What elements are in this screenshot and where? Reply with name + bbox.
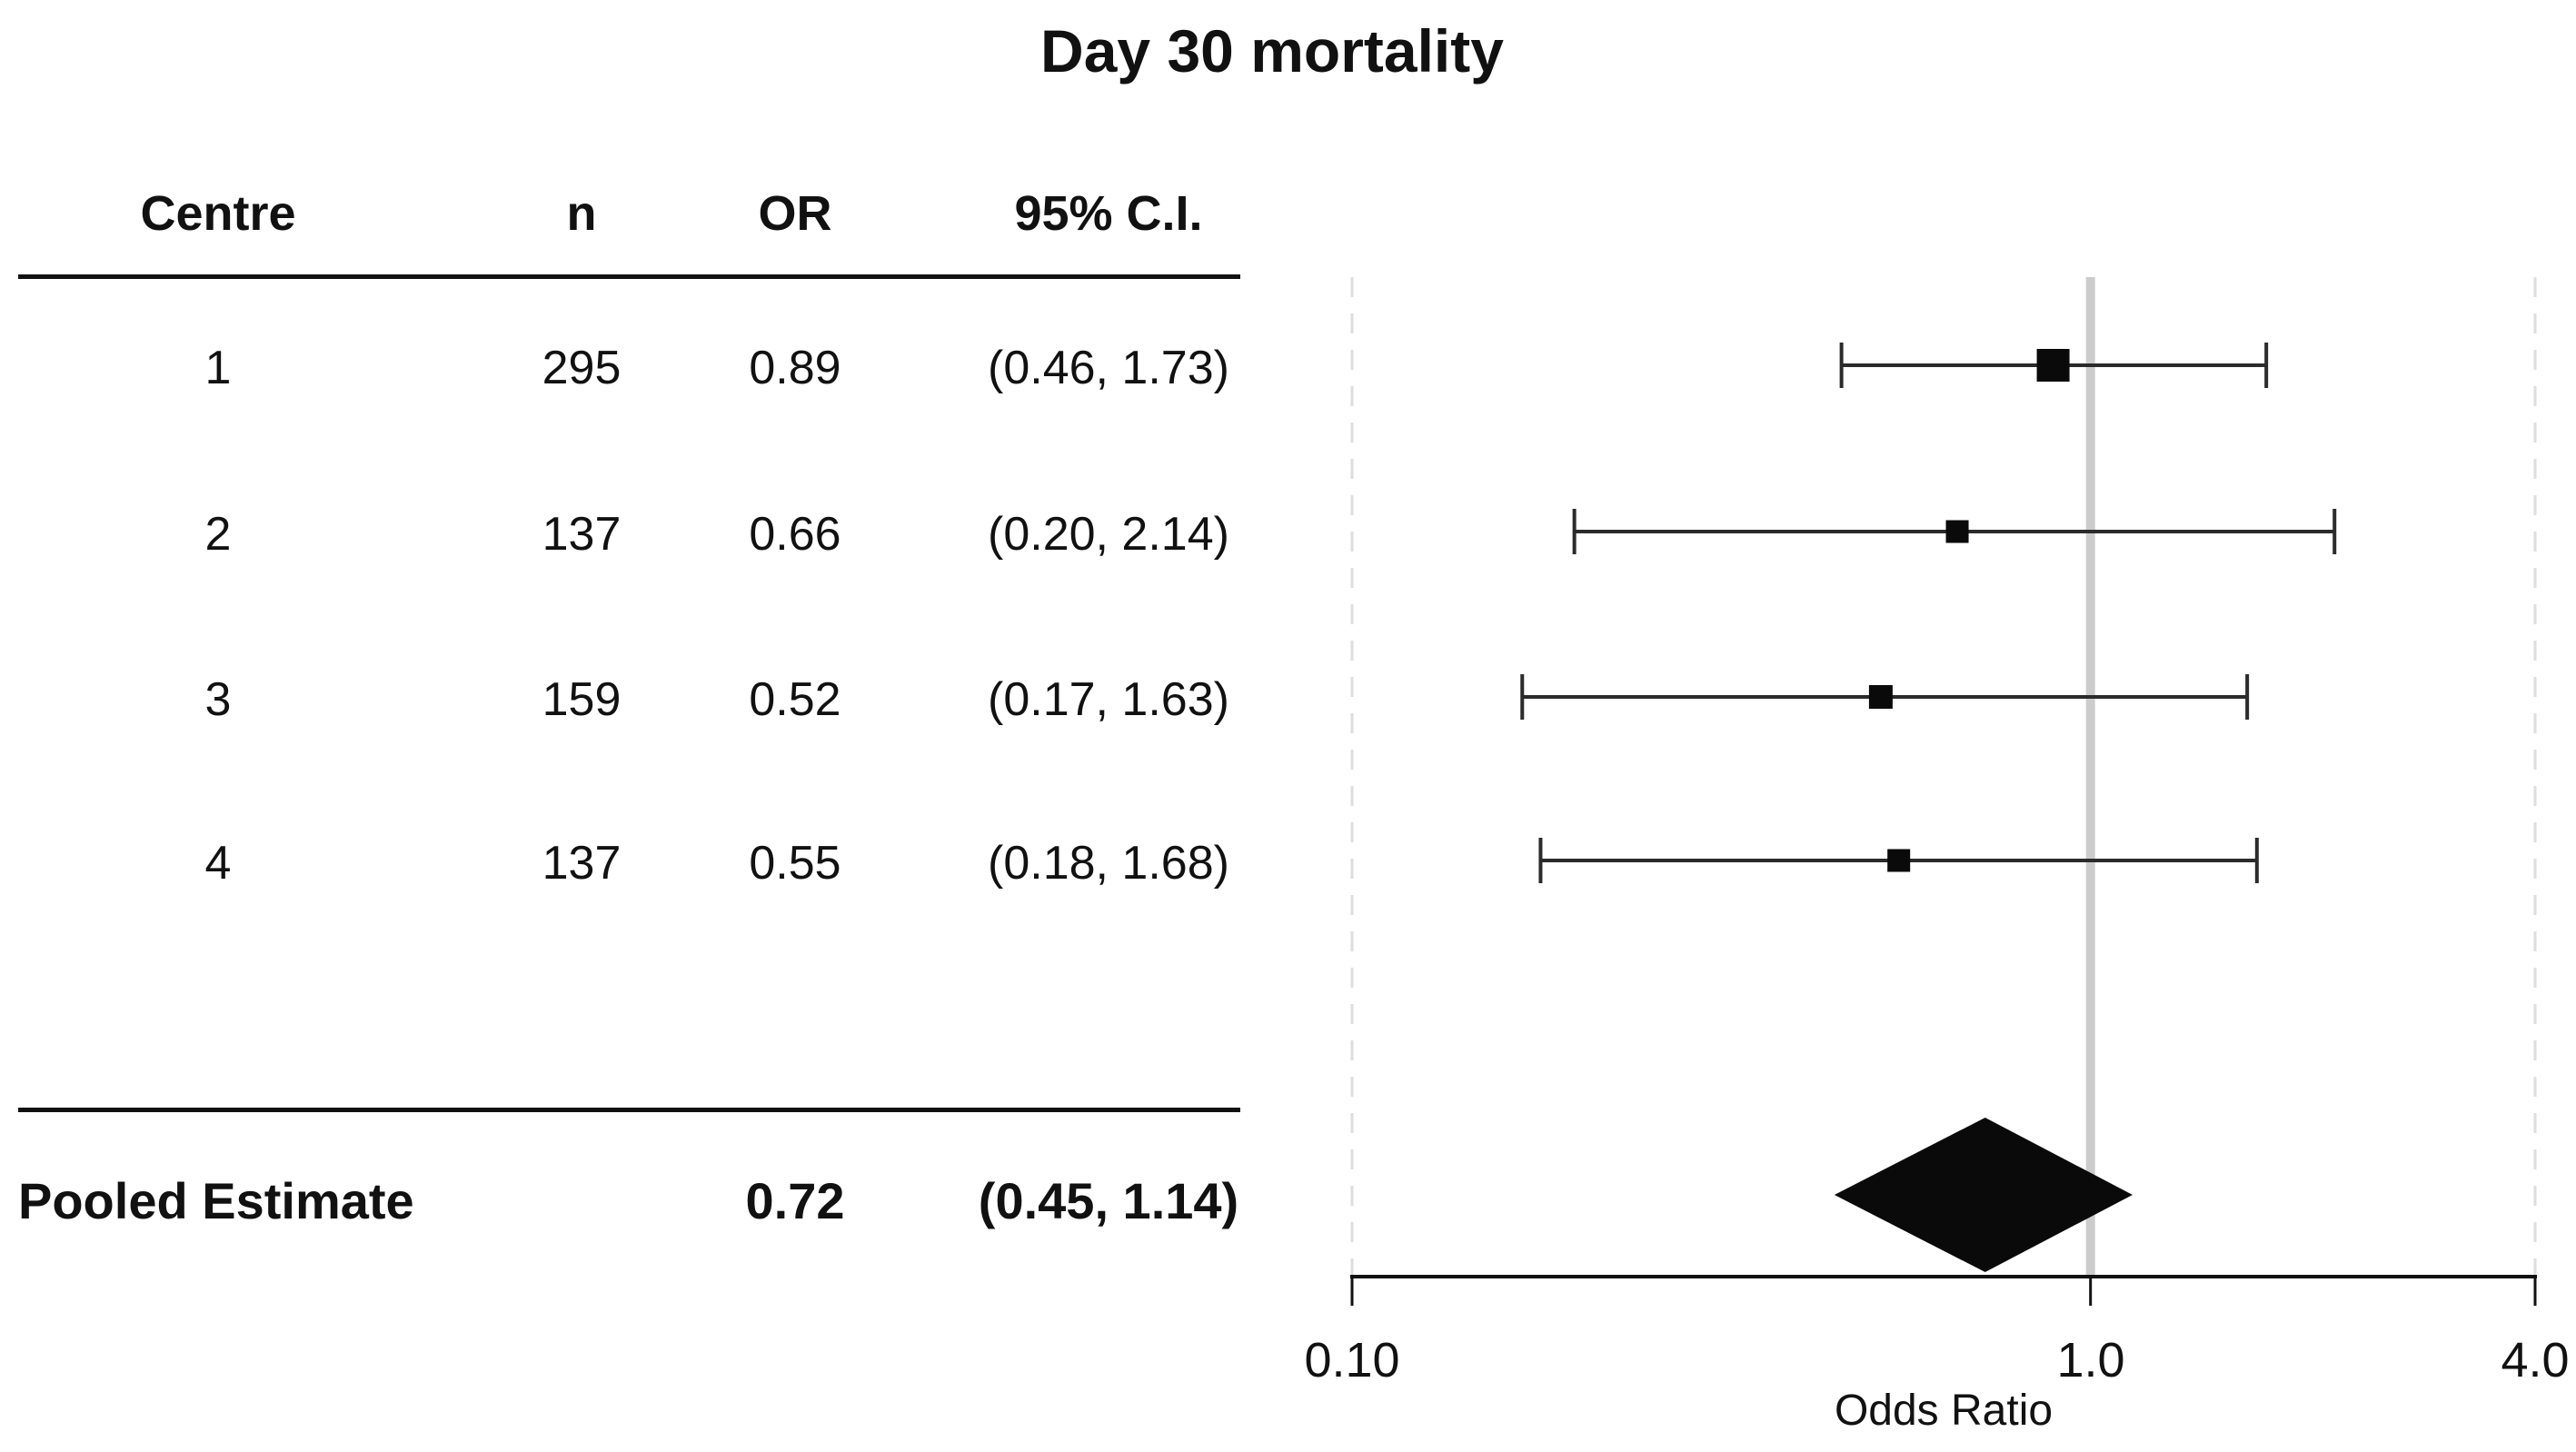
cell-or: 0.66: [749, 508, 841, 561]
pooled-ci: (0.45, 1.14): [978, 1172, 1239, 1229]
header-n: n: [566, 186, 597, 241]
cell-centre: 3: [204, 673, 232, 726]
table-row: 1 295 0.89 (0.46, 1.73): [18, 335, 1240, 401]
cell-ci: (0.46, 1.73): [988, 342, 1229, 394]
cell-n: 137: [542, 837, 622, 890]
table-top-rule: [18, 274, 1240, 279]
header-ci: 95% C.I.: [1014, 186, 1203, 241]
or-point-marker: [1887, 849, 1911, 872]
table-row: 3 159 0.52 (0.17, 1.63): [18, 667, 1240, 732]
cell-centre: 2: [204, 508, 232, 561]
table-row: 4 137 0.55 (0.18, 1.68): [18, 830, 1240, 896]
x-axis-label: Odds Ratio: [1834, 1387, 2054, 1435]
cell-n: 295: [542, 342, 622, 394]
x-tick-label-1.0: 1.0: [2056, 1333, 2125, 1387]
table-bottom-rule: [18, 1108, 1240, 1112]
cell-n: 137: [542, 508, 622, 561]
pooled-label: Pooled Estimate: [18, 1172, 414, 1229]
header-or: OR: [758, 186, 832, 241]
or-point-marker: [1868, 685, 1893, 709]
cell-centre: 4: [204, 837, 232, 890]
cell-centre: 1: [204, 342, 232, 394]
cell-ci: (0.20, 2.14): [988, 508, 1229, 561]
cell-or: 0.89: [749, 342, 841, 394]
cell-or: 0.52: [749, 673, 841, 726]
pooled-or: 0.72: [745, 1172, 845, 1229]
header-centre: Centre: [140, 186, 296, 241]
or-point-marker: [2036, 349, 2070, 382]
cell-or: 0.55: [749, 837, 841, 890]
chart-title: Day 30 mortality: [1040, 17, 1504, 85]
pooled-diamond: [1834, 1118, 2133, 1272]
or-point-marker: [1945, 520, 1969, 543]
cell-ci: (0.17, 1.63): [988, 673, 1229, 726]
pooled-estimate-row: Pooled Estimate 0.72 (0.45, 1.14): [18, 1169, 1240, 1234]
table-row: 2 137 0.66 (0.20, 2.14): [18, 502, 1240, 567]
cell-ci: (0.18, 1.68): [988, 837, 1229, 890]
x-tick-label-0.10: 0.10: [1304, 1333, 1400, 1387]
table-header-row: Centre n OR 95% C.I.: [18, 181, 1240, 246]
cell-n: 159: [542, 673, 622, 726]
x-tick-label-4.0: 4.0: [2501, 1333, 2570, 1387]
